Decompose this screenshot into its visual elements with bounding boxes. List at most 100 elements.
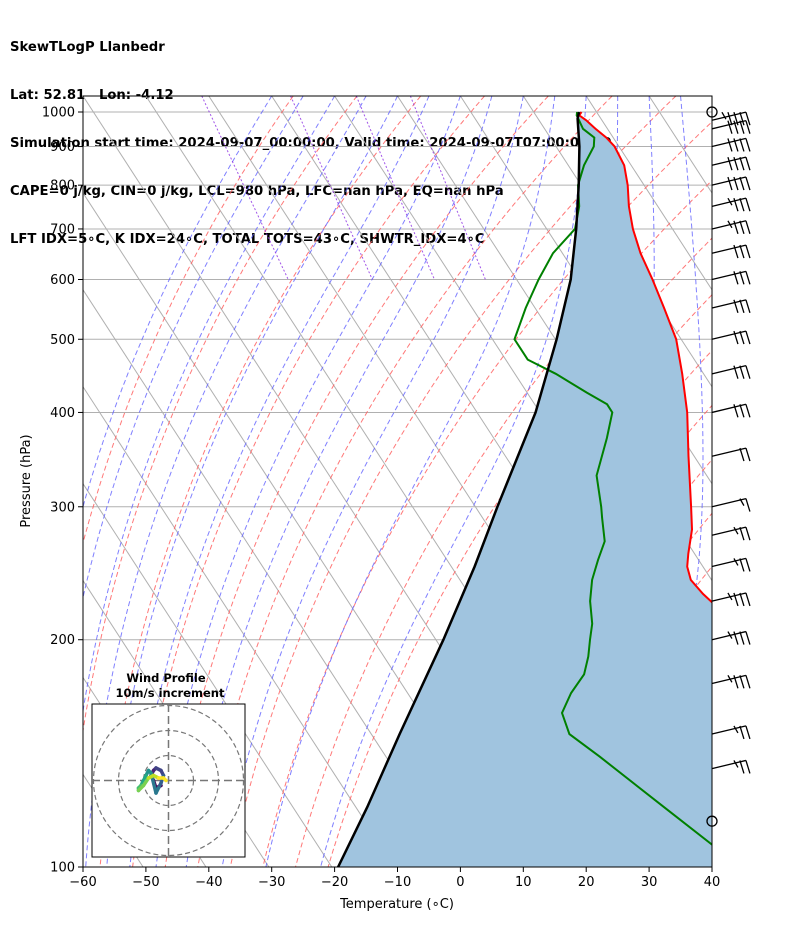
wind-barb-flag [733, 197, 739, 212]
x-tick-label: 30 [641, 875, 658, 890]
wind-barb-flag [745, 498, 751, 512]
isotherm-line [83, 482, 333, 867]
calm-wind-marker [706, 106, 718, 118]
x-tick-label: −30 [258, 875, 285, 890]
wind-barb-flag [739, 447, 745, 462]
moist-adiabat-line [605, 96, 704, 867]
moist-adiabat-line [83, 96, 304, 600]
mixing-ratio-line [355, 96, 435, 280]
wind-barb-flag [733, 675, 739, 689]
y-axis-label: Pressure (hPa) [19, 434, 34, 527]
wind-barb-flag [745, 365, 751, 379]
wind-barb-flag [745, 156, 751, 171]
moist-adiabat-line [711, 96, 712, 100]
wind-barb-flag [745, 120, 751, 134]
wind-barb-flag [739, 592, 745, 607]
y-tick-label: 1000 [42, 105, 75, 120]
wind-barb-flag [739, 176, 745, 191]
moist-adiabat-line [83, 96, 336, 715]
wind-barb-flag [733, 244, 739, 259]
x-tick-label: 0 [456, 875, 464, 890]
dry-adiabat-line [132, 96, 485, 867]
y-tick-label: 200 [50, 633, 75, 648]
chart-title: SkewTLogP Llanbedr [10, 40, 165, 55]
wind-barb-flag [745, 447, 751, 462]
wind-barb-flag [745, 631, 751, 645]
wind-barb-flag [745, 404, 751, 418]
wind-barb-flag [727, 111, 733, 126]
wind-barb-flag [739, 760, 745, 774]
wind-barb-flag [727, 220, 733, 229]
parcel-path-line [336, 111, 581, 867]
wind-barb-flag [745, 760, 751, 774]
wind-barb-flag [739, 675, 745, 689]
wind-barb-flag [739, 498, 745, 506]
wind-barb-flag [733, 404, 739, 418]
dry-adiabat-line [197, 96, 613, 867]
wind-barb-flag [739, 111, 745, 126]
chart-title-block: SkewTLogP Llanbedr Lat: 52.81 Lon: -4.12… [10, 8, 612, 264]
isotherm-line [585, 96, 712, 291]
y-tick-label: 400 [50, 406, 75, 421]
y-tick-label: 900 [50, 140, 75, 155]
dry-adiabat-line [83, 96, 358, 734]
dry-adiabat-line [719, 96, 794, 867]
wind-barb-flag [745, 197, 751, 212]
wind-barb-flag [727, 120, 733, 134]
moist-adiabat-line [106, 96, 398, 867]
wind-barb-flag [739, 156, 745, 171]
isotherm-line [711, 96, 712, 97]
x-tick-label: 10 [515, 875, 532, 890]
hodograph-segment [161, 776, 168, 783]
dry-adiabat-line [752, 96, 794, 867]
x-axis-label: Temperature (∘C) [339, 897, 454, 912]
isotherm-line [459, 96, 712, 485]
wind-barb-flag [727, 675, 733, 683]
wind-barb-flag [745, 526, 751, 541]
temperature-line [577, 111, 712, 604]
moist-adiabat-line [221, 96, 524, 867]
y-tick-label: 300 [50, 500, 75, 515]
wind-barb-flag [733, 220, 739, 234]
mixing-ratio-line [409, 96, 486, 280]
time-line: Simulation start time: 2024-09-07_00:00:… [10, 136, 612, 151]
wind-barb-flag [745, 176, 751, 191]
mixing-ratio-line [290, 96, 373, 280]
isotherm-line [83, 385, 396, 867]
wind-barb-flag [733, 156, 739, 171]
wind-barb-flag [733, 592, 739, 607]
dry-adiabat-line [99, 96, 422, 867]
wind-barb-flag [727, 176, 733, 191]
wind-barb-flag [733, 120, 739, 134]
wind-barb-flag [733, 176, 739, 191]
wind-barb-flag [733, 760, 739, 768]
x-tick-label: −60 [69, 875, 96, 890]
wind-barb-flag [745, 138, 751, 152]
x-tick-label: −40 [195, 875, 222, 890]
calm-wind-marker [706, 815, 718, 827]
wind-barb-flag [733, 138, 739, 152]
wind-barb-flag [745, 299, 751, 314]
wind-barb-flag [727, 156, 733, 171]
y-tick-label: 800 [50, 179, 75, 194]
wind-barb-flag [739, 526, 745, 541]
wind-barb-flag [739, 197, 745, 212]
wind-barb-flag [745, 558, 751, 572]
y-tick-label: 100 [50, 861, 75, 876]
wind-barb-flag [745, 244, 751, 259]
isotherm-line [83, 288, 459, 867]
wind-barb-flag [739, 271, 745, 285]
wind-barb-flag [739, 404, 745, 418]
wind-barb-flag [733, 299, 739, 314]
moist-adiabat-line [85, 96, 367, 867]
wind-barb-flag [745, 592, 751, 607]
dry-adiabat-line [784, 96, 794, 867]
moist-adiabat-line [185, 96, 493, 867]
wind-barb-flag [733, 365, 739, 379]
hodograph-title: Wind Profile [126, 671, 206, 685]
dry-adiabat-line [164, 96, 549, 867]
mixing-ratio-line [201, 96, 289, 280]
wind-barb-flag [727, 592, 733, 601]
hodograph-subtitle: 10m/s increment [116, 686, 225, 700]
wind-barb-flag [739, 558, 745, 572]
